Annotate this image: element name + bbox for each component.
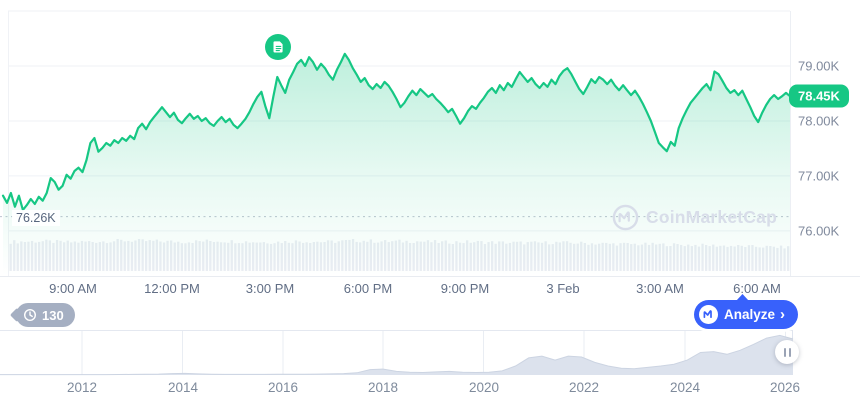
- clock-history-icon: [23, 308, 37, 322]
- news-event-marker[interactable]: [265, 34, 291, 60]
- current-price-badge: 78.45K: [789, 84, 849, 108]
- year-label: 2012: [66, 380, 98, 395]
- year-label: 2018: [367, 380, 399, 395]
- x-axis-label: 9:00 AM: [49, 281, 97, 296]
- price-line: [1, 52, 792, 212]
- year-label: 2026: [769, 380, 801, 395]
- x-axis-label: 12:00 PM: [144, 281, 200, 296]
- year-label: 2020: [468, 380, 500, 395]
- analyze-button[interactable]: Analyze ›: [694, 300, 799, 329]
- analyze-button-label: Analyze: [724, 307, 776, 322]
- y-axis-label: 76.00K: [798, 223, 840, 239]
- x-axis-label: 9:00 PM: [440, 281, 490, 296]
- year-label: 2024: [669, 380, 701, 395]
- chevron-right-icon: ›: [780, 306, 786, 323]
- pause-bars-icon: [783, 347, 786, 357]
- news-count-badge[interactable]: 130: [16, 303, 75, 327]
- price-area-fill: [3, 53, 790, 277]
- x-axis-label: 3:00 PM: [245, 281, 295, 296]
- open-price-label: 76.26K: [12, 210, 60, 226]
- y-axis-label: 79.00K: [798, 58, 840, 74]
- year-label: 2022: [568, 380, 600, 395]
- coinmarketcap-logo-icon: [699, 305, 718, 324]
- year-label: 2014: [167, 380, 199, 395]
- x-axis-label: 3:00 AM: [636, 281, 684, 296]
- document-icon: [273, 41, 283, 53]
- timeline-minichart[interactable]: [0, 330, 794, 376]
- timeline-drag-handle[interactable]: [775, 340, 799, 364]
- x-axis-label: 6:00 PM: [343, 281, 393, 296]
- x-axis-label: 3 Feb: [546, 281, 580, 296]
- x-axis-label: 6:00 AM: [733, 281, 781, 296]
- year-label: 2016: [267, 380, 299, 395]
- news-count-value: 130: [42, 307, 64, 323]
- pause-bars-icon: [788, 347, 791, 357]
- y-axis-label: 78.00K: [798, 113, 840, 129]
- y-axis-label: 77.00K: [798, 168, 840, 184]
